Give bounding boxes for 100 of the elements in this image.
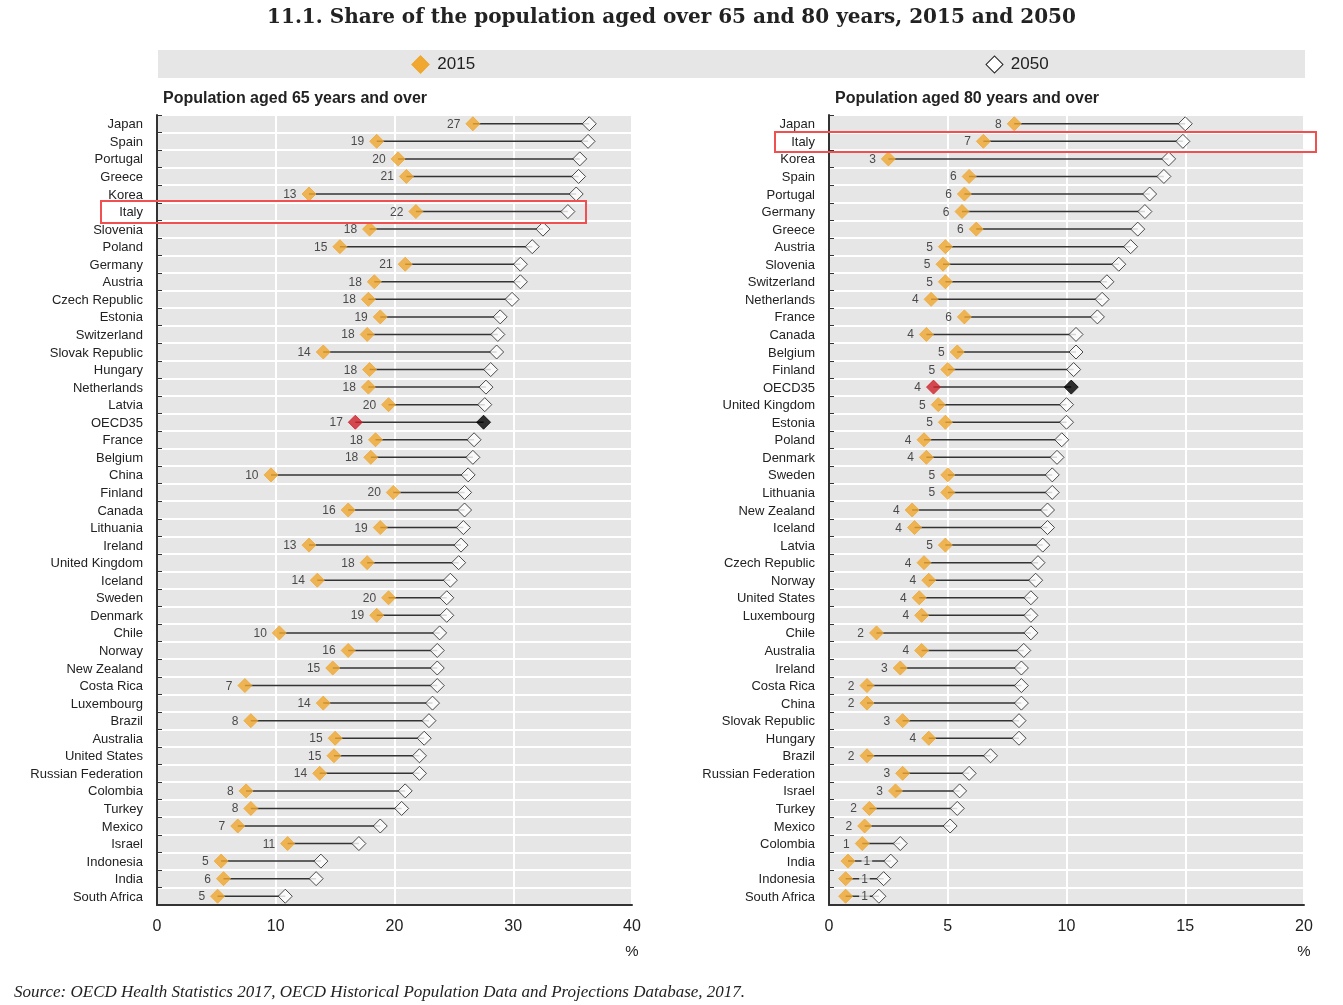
y-tick-label: United Kingdom bbox=[50, 555, 143, 571]
data-label: 18 bbox=[341, 555, 355, 570]
y-tick-label: Ireland bbox=[103, 537, 143, 553]
y-tick-label: Finland bbox=[772, 362, 815, 378]
y-tick-label: Latvia bbox=[780, 537, 816, 553]
point bbox=[1023, 607, 1039, 623]
data-label: 15 bbox=[314, 239, 328, 254]
point bbox=[568, 186, 584, 202]
y-tick-label: Mexico bbox=[773, 818, 815, 834]
legend-label: 2050 bbox=[1009, 54, 1049, 74]
y-tick-label: Japan bbox=[779, 116, 815, 132]
point bbox=[1006, 116, 1022, 132]
y-tick-label: Spain bbox=[781, 168, 815, 184]
y-tick-label: Korea bbox=[780, 151, 816, 167]
point bbox=[359, 326, 375, 342]
y-tick-label: Colombia bbox=[88, 783, 144, 799]
point bbox=[916, 432, 932, 448]
point bbox=[968, 221, 984, 237]
data-label: 21 bbox=[379, 257, 393, 272]
y-tick-label: Norway bbox=[770, 572, 816, 588]
point bbox=[937, 537, 953, 553]
data-label: 4 bbox=[909, 731, 917, 746]
y-tick-label: Colombia bbox=[760, 836, 816, 852]
point bbox=[411, 748, 427, 764]
y-tick-label: Norway bbox=[98, 642, 144, 658]
y-tick-label: OECD35 bbox=[90, 414, 143, 430]
data-label: 3 bbox=[883, 766, 891, 781]
data-label: 15 bbox=[308, 748, 322, 763]
point bbox=[937, 239, 953, 255]
point bbox=[340, 642, 356, 658]
point bbox=[940, 362, 956, 378]
point bbox=[425, 695, 440, 711]
x-tick-label: 15 bbox=[1176, 916, 1195, 934]
y-tick-label: Canada bbox=[769, 326, 816, 342]
point bbox=[483, 362, 499, 378]
y-tick-label: France bbox=[774, 309, 815, 325]
y-tick-label: Slovak Republic bbox=[721, 713, 816, 729]
y-tick-label: Hungary bbox=[93, 362, 144, 378]
y-tick-label: Slovak Republic bbox=[49, 344, 144, 360]
y-tick-label: Chile bbox=[113, 625, 143, 641]
y-tick-label: Korea bbox=[108, 186, 144, 202]
point bbox=[883, 853, 899, 869]
point bbox=[983, 748, 998, 764]
point bbox=[895, 765, 911, 781]
data-label: 4 bbox=[895, 520, 903, 535]
point bbox=[381, 397, 397, 413]
data-label: 1 bbox=[861, 871, 869, 886]
point bbox=[1028, 572, 1044, 588]
y-tick-label: Spain bbox=[109, 133, 143, 149]
point bbox=[560, 204, 576, 220]
point bbox=[1030, 555, 1046, 571]
point bbox=[271, 625, 287, 641]
data-label: 4 bbox=[907, 450, 915, 465]
point bbox=[838, 888, 854, 904]
y-tick-label: Mexico bbox=[101, 818, 143, 834]
point bbox=[466, 432, 482, 448]
data-label: 2 bbox=[847, 696, 855, 711]
point bbox=[238, 783, 254, 799]
data-label: 5 bbox=[928, 485, 936, 500]
data-label: 5 bbox=[928, 362, 936, 377]
data-label: 16 bbox=[322, 643, 336, 658]
data-label: 4 bbox=[902, 608, 910, 623]
y-tick-label: Denmark bbox=[762, 449, 816, 465]
y-tick-label: Iceland bbox=[101, 572, 143, 588]
y-tick-label: Greece bbox=[772, 221, 815, 237]
data-label: 10 bbox=[245, 467, 259, 482]
data-label: 5 bbox=[198, 889, 206, 904]
point bbox=[385, 484, 401, 500]
point bbox=[411, 765, 427, 781]
point bbox=[315, 695, 331, 711]
point bbox=[451, 555, 467, 571]
data-label: 4 bbox=[909, 573, 917, 588]
y-tick-label: Luxembourg bbox=[742, 607, 815, 623]
point bbox=[1094, 291, 1110, 307]
y-tick-label: Czech Republic bbox=[51, 291, 144, 307]
data-label: 5 bbox=[926, 274, 934, 289]
point bbox=[504, 291, 520, 307]
point bbox=[949, 344, 965, 360]
y-tick-label: Russian Federation bbox=[30, 765, 143, 781]
point bbox=[892, 660, 908, 676]
point bbox=[914, 642, 930, 658]
point bbox=[930, 397, 946, 413]
point bbox=[309, 572, 325, 588]
data-label: 3 bbox=[869, 151, 877, 166]
y-tick-label: OECD35 bbox=[762, 379, 815, 395]
y-tick-label: South Africa bbox=[72, 888, 144, 904]
data-label: 4 bbox=[904, 555, 912, 570]
point bbox=[904, 502, 920, 518]
legend-label: 2015 bbox=[436, 54, 476, 74]
y-tick-label: Lithuania bbox=[90, 520, 144, 536]
point bbox=[895, 713, 911, 729]
y-tick-label: Portugal bbox=[766, 186, 816, 202]
point bbox=[1177, 116, 1193, 132]
data-label: 18 bbox=[341, 327, 355, 342]
point bbox=[580, 133, 596, 149]
point bbox=[1068, 326, 1084, 342]
point bbox=[478, 379, 494, 395]
data-label: 13 bbox=[283, 187, 297, 201]
x-axis-title: % bbox=[625, 942, 639, 959]
x-tick-label: 10 bbox=[266, 916, 285, 934]
